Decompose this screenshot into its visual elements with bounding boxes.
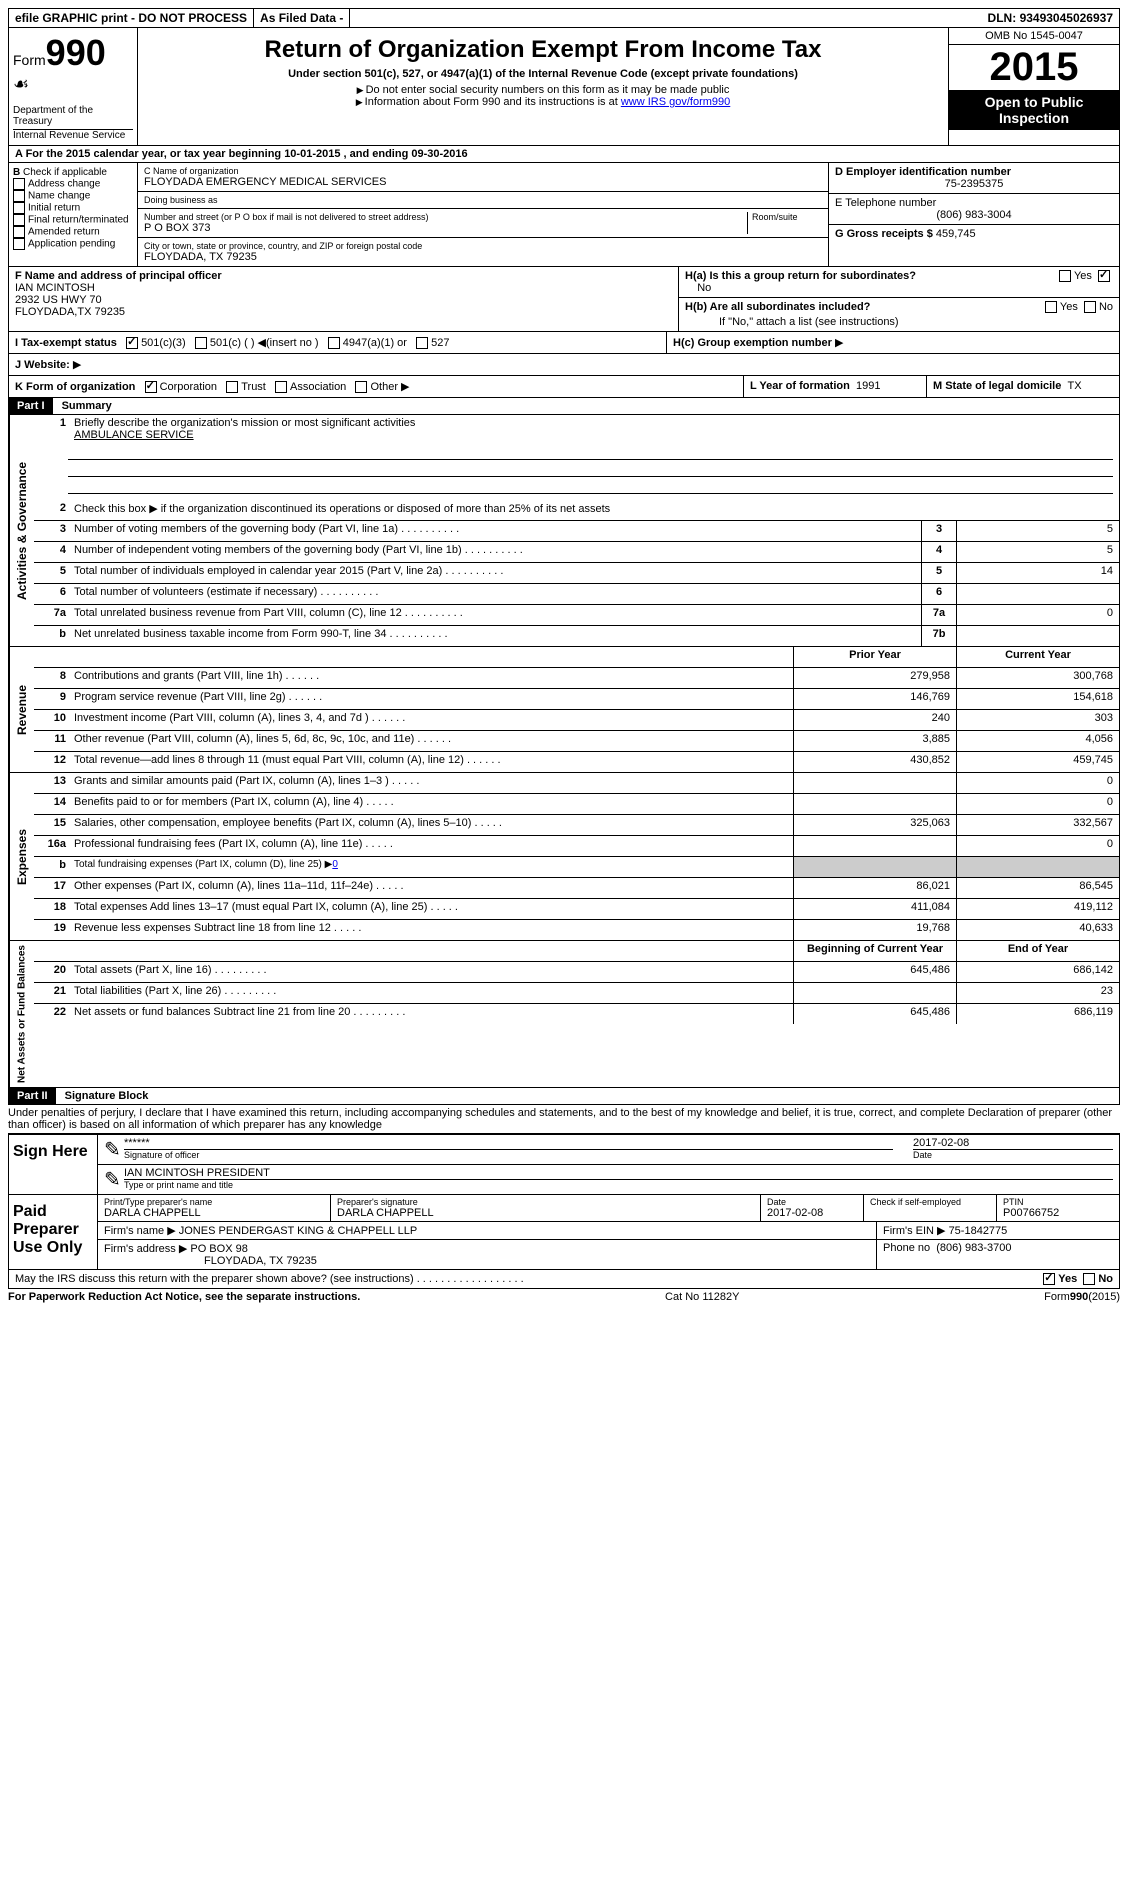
org-city: FLOYDADA, TX 79235 — [144, 251, 822, 263]
mission-text: AMBULANCE SERVICE — [74, 429, 194, 441]
paid-preparer-section: Paid Preparer Use Only Print/Type prepar… — [8, 1195, 1120, 1270]
checkbox-name[interactable] — [13, 190, 25, 202]
checkbox-trust[interactable] — [226, 381, 238, 393]
header-note1: Do not enter social security numbers on … — [146, 84, 940, 96]
checkbox-hb-yes[interactable] — [1045, 301, 1057, 313]
tax-year: 2015 — [949, 45, 1119, 90]
checkbox-4947[interactable] — [328, 337, 340, 349]
governance-section: Activities & Governance 1 Briefly descri… — [8, 415, 1120, 647]
form-number: Form990 — [13, 32, 133, 74]
checkbox-address[interactable] — [13, 178, 25, 190]
section-a: A For the 2015 calendar year, or tax yea… — [8, 146, 1120, 163]
dln: DLN: 93493045026937 — [982, 9, 1119, 27]
section-fh: F Name and address of principal officer … — [8, 267, 1120, 332]
org-name: FLOYDADA EMERGENCY MEDICAL SERVICES — [144, 176, 822, 188]
checkbox-initial[interactable] — [13, 202, 25, 214]
checkbox-discuss-yes[interactable] — [1043, 1273, 1055, 1285]
section-h: H(a) Is this a group return for subordin… — [678, 267, 1119, 331]
footer: For Paperwork Reduction Act Notice, see … — [8, 1289, 1120, 1305]
revenue-section: Revenue Prior Year Current Year 8Contrib… — [8, 647, 1120, 773]
irs-link[interactable]: www IRS gov/form990 — [621, 96, 730, 108]
checkbox-corp[interactable] — [145, 381, 157, 393]
section-b: B Check if applicable Address change Nam… — [9, 163, 138, 266]
officer-name: IAN MCINTOSH PRESIDENT — [124, 1167, 1113, 1179]
open-inspection: Open to Public Inspection — [949, 90, 1119, 130]
section-c: C Name of organization FLOYDADA EMERGENC… — [138, 163, 828, 266]
section-d: D Employer identification number 75-2395… — [829, 163, 1119, 194]
checkbox-other[interactable] — [355, 381, 367, 393]
section-g: G Gross receipts $ 459,745 — [829, 225, 1119, 243]
section-i: I Tax-exempt status 501(c)(3) 501(c) ( )… — [8, 332, 1120, 354]
part2-header: Part II Signature Block — [8, 1088, 1120, 1105]
part1-header: Part I Summary — [8, 398, 1120, 415]
checkbox-501c[interactable] — [195, 337, 207, 349]
checkbox-assoc[interactable] — [275, 381, 287, 393]
top-bar: efile GRAPHIC print - DO NOT PROCESS As … — [8, 8, 1120, 28]
form-subtitle: Under section 501(c), 527, or 4947(a)(1)… — [146, 68, 940, 80]
checkbox-ha-yes[interactable] — [1059, 270, 1071, 282]
checkbox-hb-no[interactable] — [1084, 301, 1096, 313]
org-street: P O BOX 373 — [144, 222, 747, 234]
checkbox-amended[interactable] — [13, 226, 25, 238]
sign-here-section: Sign Here ✎ ****** Signature of officer … — [8, 1133, 1120, 1195]
irs-label: Internal Revenue Service — [13, 129, 133, 141]
checkbox-pending[interactable] — [13, 238, 25, 250]
section-bcdeg: B Check if applicable Address change Nam… — [8, 163, 1120, 267]
section-f: F Name and address of principal officer … — [9, 267, 678, 331]
checkbox-ha-no[interactable] — [1098, 270, 1110, 282]
form-header: Form990 ☙ Department of the Treasury Int… — [8, 28, 1120, 146]
netassets-section: Net Assets or Fund Balances Beginning of… — [8, 941, 1120, 1088]
perjury-statement: Under penalties of perjury, I declare th… — [8, 1105, 1120, 1133]
header-note2: Information about Form 990 and its instr… — [146, 96, 940, 108]
section-j: J Website: ▶ — [8, 354, 1120, 376]
section-e: E Telephone number (806) 983-3004 — [829, 194, 1119, 225]
efile-notice: efile GRAPHIC print - DO NOT PROCESS — [9, 9, 254, 27]
dept-treasury: Department of the Treasury — [13, 105, 133, 127]
checkbox-discuss-no[interactable] — [1083, 1273, 1095, 1285]
discuss-row: May the IRS discuss this return with the… — [8, 1270, 1120, 1289]
checkbox-final[interactable] — [13, 214, 25, 226]
section-klm: K Form of organization Corporation Trust… — [8, 376, 1120, 398]
expenses-section: Expenses 13Grants and similar amounts pa… — [8, 773, 1120, 941]
form-title: Return of Organization Exempt From Incom… — [146, 36, 940, 64]
as-filed: As Filed Data - — [254, 9, 350, 27]
checkbox-527[interactable] — [416, 337, 428, 349]
omb-number: OMB No 1545-0047 — [949, 28, 1119, 45]
checkbox-501c3[interactable] — [126, 337, 138, 349]
